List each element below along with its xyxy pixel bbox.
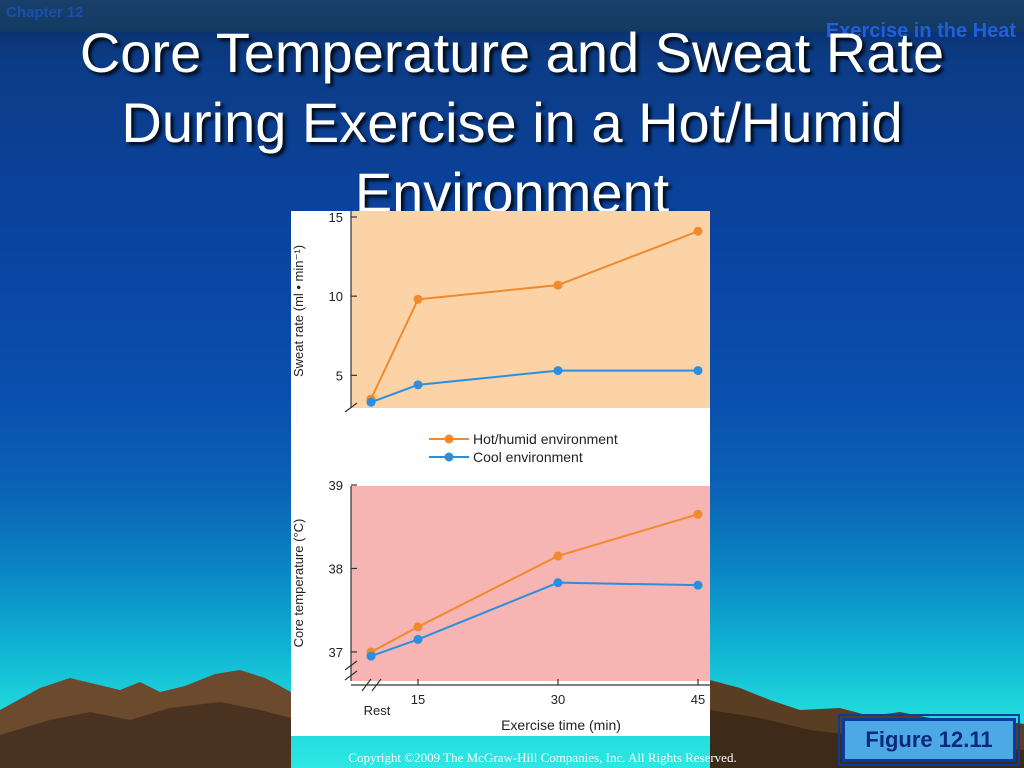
section-label: Exercise in the Heat (825, 20, 1016, 42)
top-data-point-hot (553, 280, 563, 290)
top-data-point-hot (413, 294, 423, 304)
top-y-axis-label: Sweat rate (ml • min⁻¹) (291, 245, 306, 377)
figure-label: Figure 12.11 (838, 714, 1020, 766)
slide-title: Core Temperature and Sweat Rate During E… (79, 21, 945, 224)
bottom-data-point-hot (413, 622, 423, 632)
chart-svg: 5 10 15 Sweat rate (ml • min⁻¹) Hot/humid … (291, 211, 710, 733)
bottom-axis-break-1 (344, 660, 358, 671)
top-data-point-cool (553, 366, 563, 376)
bottom-data-point-cool (553, 578, 563, 588)
legend-marker-hot (444, 434, 454, 444)
x-tick-label: 45 (691, 692, 705, 707)
legend-label-hot: Hot/humid environment (473, 431, 618, 447)
top-series-line-cool (370, 369, 698, 404)
copyright-notice: Copyright ©2009 The McGraw-Hill Companie… (348, 750, 737, 765)
x-axis-label: Exercise time (min) (501, 717, 621, 733)
chapter-label: Chapter 12 (6, 4, 84, 21)
x-axis-break-1 (361, 678, 372, 692)
bottom-series-line-cool (370, 581, 699, 658)
header-bar (0, 0, 1024, 32)
bottom-y-tick-label: 37 (329, 645, 343, 660)
bottom-data-point-cool (413, 634, 423, 644)
figure-chart: 5 10 15 Sweat rate (ml • min⁻¹) Hot/humid … (291, 211, 710, 736)
x-ticks: Rest 15 30 45 (364, 679, 705, 718)
bottom-y-axis-label: Core temperature (°C) (291, 519, 306, 648)
top-series-group (366, 226, 703, 407)
x-tick-label: 15 (411, 692, 425, 707)
top-data-point-cool (366, 397, 376, 407)
bottom-y-tick-label: 38 (329, 561, 343, 576)
top-data-point-cool (413, 380, 423, 390)
bottom-series-group (366, 509, 703, 661)
bottom-y-tick-label: 39 (329, 478, 343, 493)
bottom-data-point-hot (553, 551, 563, 561)
bottom-data-point-cool (366, 651, 376, 661)
top-y-ticks: 5 10 15 (329, 211, 357, 383)
legend: Hot/humid environment Cool environment (429, 431, 618, 465)
top-y-tick-label: 15 (329, 211, 343, 225)
top-panel-background (351, 211, 710, 408)
top-y-tick-label: 10 (329, 289, 343, 304)
x-axis-break-2 (371, 678, 382, 692)
bottom-data-point-hot (693, 509, 703, 519)
legend-marker-cool (444, 452, 454, 462)
top-series-line-hot (370, 230, 699, 400)
bottom-series-line-hot (370, 513, 699, 653)
top-data-point-hot (693, 226, 703, 236)
x-tick-label: 30 (551, 692, 565, 707)
bottom-y-ticks: 37 38 39 (329, 478, 357, 660)
bottom-axis-break-2 (344, 670, 358, 681)
top-axis-break (344, 402, 358, 413)
top-data-point-cool (693, 366, 703, 376)
top-y-tick-label: 5 (336, 368, 343, 383)
bottom-data-point-cool (693, 580, 703, 590)
legend-label-cool: Cool environment (473, 449, 583, 465)
x-tick-label: Rest (364, 703, 391, 718)
